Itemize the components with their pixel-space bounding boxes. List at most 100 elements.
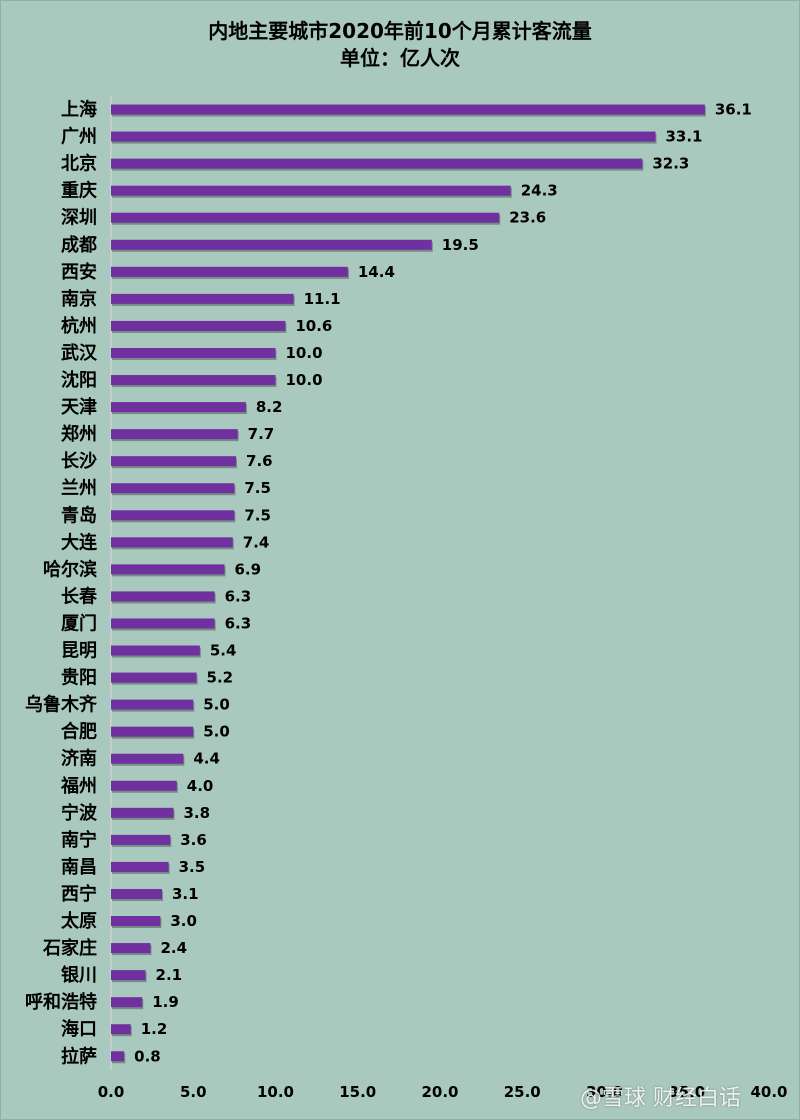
bar — [111, 726, 194, 737]
bar — [111, 888, 162, 899]
bar — [111, 212, 500, 223]
bar — [111, 1051, 125, 1062]
value-label: 3.5 — [179, 858, 206, 876]
value-label: 3.0 — [170, 912, 197, 930]
value-label: 7.4 — [243, 533, 270, 551]
value-label: 19.5 — [442, 236, 479, 254]
value-label: 7.6 — [246, 452, 273, 470]
bar — [111, 564, 225, 575]
category-label: 兰州 — [61, 477, 97, 499]
value-label: 10.0 — [286, 371, 323, 389]
value-label: 2.1 — [156, 966, 183, 984]
value-label: 32.3 — [652, 155, 689, 173]
bar — [111, 943, 151, 954]
value-label: 1.9 — [152, 993, 179, 1011]
bar — [111, 645, 200, 656]
chart-title: 内地主要城市2020年前10个月累计客流量 — [208, 19, 592, 43]
value-label: 0.8 — [134, 1047, 161, 1065]
bar — [111, 699, 194, 710]
value-label: 5.0 — [203, 696, 230, 714]
bar — [111, 997, 143, 1008]
category-label: 济南 — [61, 748, 97, 770]
bar — [111, 429, 238, 440]
value-label: 3.1 — [172, 885, 199, 903]
value-label: 6.3 — [225, 614, 252, 632]
x-tick-label: 35.0 — [668, 1083, 705, 1101]
x-tick-label: 20.0 — [421, 1083, 458, 1101]
value-label: 36.1 — [715, 101, 752, 119]
category-label: 青岛 — [61, 504, 97, 526]
value-label: 5.2 — [207, 669, 234, 687]
bar — [111, 537, 233, 548]
category-label: 厦门 — [61, 612, 97, 634]
category-label: 长沙 — [61, 451, 97, 472]
bar — [111, 456, 237, 467]
category-label: 太原 — [61, 910, 97, 932]
value-label: 14.4 — [358, 263, 395, 281]
value-label: 8.2 — [256, 398, 283, 416]
value-label: 7.5 — [244, 479, 271, 497]
category-label: 贵阳 — [61, 668, 97, 689]
category-label: 宁波 — [61, 802, 98, 824]
category-label: 成都 — [61, 234, 97, 256]
category-label: 武汉 — [61, 343, 98, 364]
value-label: 7.7 — [248, 425, 275, 443]
bar — [111, 780, 177, 791]
category-label: 杭州 — [61, 315, 97, 337]
bar — [111, 185, 511, 196]
x-tick-label: 25.0 — [504, 1083, 541, 1101]
category-label: 大连 — [61, 531, 98, 553]
bar — [111, 672, 197, 683]
category-label: 广州 — [61, 126, 97, 148]
value-label: 3.8 — [184, 804, 211, 822]
category-label: 长春 — [61, 585, 98, 607]
value-label: 3.6 — [180, 831, 207, 849]
category-label: 哈尔滨 — [43, 558, 97, 580]
category-label: 上海 — [61, 99, 97, 121]
category-label: 深圳 — [61, 207, 97, 229]
category-label: 西安 — [61, 261, 97, 283]
watermark: @雪球 财经白话 — [580, 1086, 741, 1111]
value-label: 4.4 — [193, 750, 220, 768]
bar — [111, 483, 235, 494]
category-label: 南宁 — [61, 829, 97, 851]
value-label: 5.0 — [203, 723, 230, 741]
category-label: 海口 — [61, 1018, 97, 1040]
value-label: 1.2 — [141, 1020, 168, 1038]
bar — [111, 375, 276, 386]
category-label: 拉萨 — [61, 1045, 97, 1067]
bar — [111, 861, 169, 872]
category-label: 北京 — [61, 153, 97, 175]
bar — [111, 834, 171, 845]
value-label: 7.5 — [244, 506, 271, 524]
x-tick-label: 10.0 — [257, 1083, 294, 1101]
category-label: 石家庄 — [42, 937, 97, 959]
value-label: 11.1 — [304, 290, 341, 308]
x-tick-label: 5.0 — [180, 1083, 207, 1101]
bar — [111, 591, 215, 602]
x-tick-label: 30.0 — [586, 1083, 623, 1101]
value-label: 10.6 — [295, 317, 332, 335]
category-label: 重庆 — [61, 180, 97, 202]
bar — [111, 753, 184, 764]
bar — [111, 266, 348, 277]
bar — [111, 807, 174, 818]
value-label: 2.4 — [160, 939, 187, 957]
category-label: 西宁 — [61, 883, 97, 905]
value-label: 4.0 — [187, 777, 214, 795]
category-label: 福州 — [60, 775, 97, 797]
value-label: 5.4 — [210, 642, 237, 660]
category-label: 昆明 — [61, 641, 97, 662]
bar — [111, 293, 294, 304]
bar — [111, 1024, 131, 1035]
value-label: 6.9 — [235, 560, 262, 578]
value-label: 24.3 — [521, 182, 558, 200]
bar — [111, 347, 276, 358]
category-label: 郑州 — [61, 423, 97, 445]
category-label: 沈阳 — [61, 369, 97, 391]
value-label: 10.0 — [286, 344, 323, 362]
x-tick-label: 40.0 — [750, 1083, 787, 1101]
value-label: 6.3 — [225, 587, 252, 605]
bar — [111, 916, 161, 927]
